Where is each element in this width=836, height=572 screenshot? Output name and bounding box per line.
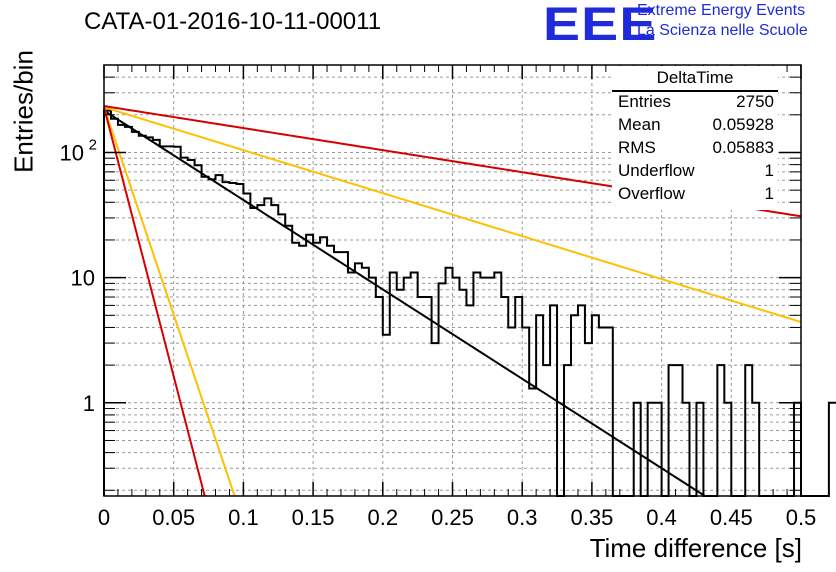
stats-value: 2750 (736, 92, 774, 111)
y-tick-label: 10 (60, 140, 84, 165)
stats-box: DeltaTime Entries 2750 Mean 0.05928 RMS … (612, 66, 778, 210)
stats-divider (612, 90, 778, 92)
grid-lines (104, 64, 801, 496)
stats-value: 0.05928 (712, 115, 774, 134)
x-tick-label: 0.5 (786, 505, 817, 530)
stats-row-entries: Entries 2750 (618, 92, 774, 114)
logo-mark: EEE (543, 0, 658, 50)
stats-key: Mean (618, 115, 661, 134)
stats-value: 1 (764, 184, 774, 203)
stats-key: Overflow (618, 184, 686, 203)
stats-row-overflow: Overflow 1 (618, 184, 774, 206)
stats-title: DeltaTime (656, 68, 734, 87)
fit-curve (103, 106, 236, 497)
fit-curve (103, 106, 206, 497)
stats-value: 1 (764, 161, 774, 180)
stats-key: RMS (618, 138, 656, 157)
x-tick-label: 0.45 (710, 505, 753, 530)
tick-labels: 0 0.05 0.1 0.15 0.2 0.25 0.3 0.35 0.4 0.45 0.5 1 10 1… (60, 136, 817, 530)
stats-row-rms: RMS 0.05883 (618, 138, 774, 160)
logo-line-2: La Scienza nelle Scuole (637, 22, 808, 39)
fit-curve (103, 106, 802, 324)
stats-row-underflow: Underflow 1 (618, 161, 774, 183)
stats-key: Entries (618, 92, 671, 111)
y-tick-label: 10 (71, 266, 95, 291)
logo-line-1: Extreme Energy Events (637, 2, 806, 19)
eee-logo: EEE Extreme Energy Events La Scienza nel… (543, 0, 836, 50)
y-tick-exponent: 2 (89, 136, 97, 153)
y-axis-label: Entries/bin (8, 50, 39, 173)
x-tick-label: 0.15 (292, 505, 335, 530)
stats-row-mean: Mean 0.05928 (618, 115, 774, 137)
x-tick-label: 0.05 (152, 505, 195, 530)
y-tick-label: 1 (83, 391, 95, 416)
x-tick-label: 0.4 (646, 505, 677, 530)
x-tick-label: 0.1 (228, 505, 259, 530)
stats-key: Underflow (618, 161, 695, 180)
fit-curve (103, 109, 706, 497)
x-tick-label: 0.25 (431, 505, 474, 530)
x-tick-label: 0.2 (368, 505, 399, 530)
x-tick-label: 0.35 (570, 505, 613, 530)
chart-title: CATA-01-2016-10-11-00011 (84, 8, 382, 35)
stats-value: 0.05883 (712, 138, 774, 157)
x-tick-label: 0.3 (507, 505, 538, 530)
x-axis-label: Time difference [s] (589, 533, 802, 563)
x-tick-label: 0 (98, 505, 110, 530)
